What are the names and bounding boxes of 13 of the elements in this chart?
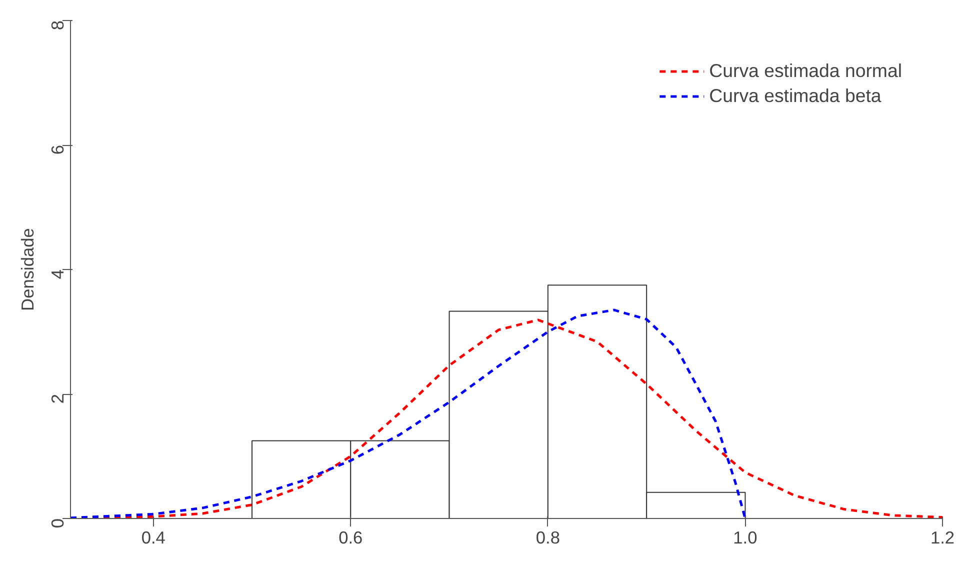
y-tick-label: 6 (48, 144, 68, 155)
x-tick-label: 1.2 (930, 528, 955, 548)
x-tick-label: 0.8 (536, 528, 560, 548)
y-tick-label: 2 (48, 394, 68, 404)
x-tick-label: 1.0 (733, 528, 758, 548)
y-tick-label: 0 (48, 518, 68, 528)
x-tick-label: 0.6 (338, 528, 363, 548)
legend-label: Curva estimada beta (709, 85, 882, 107)
legend-label: Curva estimada normal (709, 60, 902, 82)
y-tick-label: 8 (48, 20, 68, 30)
y-tick-label: 4 (48, 269, 68, 280)
y-axis-title: Densidade (18, 228, 38, 311)
x-tick-label: 0.4 (141, 528, 166, 548)
